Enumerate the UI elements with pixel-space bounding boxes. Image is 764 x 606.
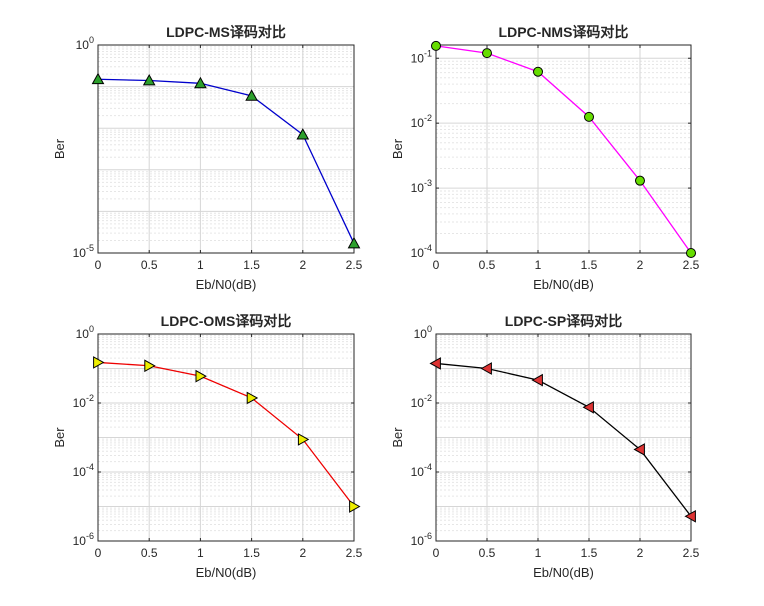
x-tick-label: 1.5 xyxy=(581,258,598,272)
x-tick-label: 1 xyxy=(535,258,542,272)
x-tick-label: 2.5 xyxy=(683,258,700,272)
grid xyxy=(97,333,355,542)
data-point xyxy=(531,373,543,387)
chart-title: LDPC-NMS译码对比 xyxy=(499,24,629,40)
chart-panel-3: 0 0.5 1 1.5 2 2.5 10-6 10-4 10-2 100 LDPC-OMS译码对比 E… xyxy=(52,313,363,580)
data-point xyxy=(482,48,492,59)
y-tick-label: 10-4 xyxy=(73,462,94,479)
data-point xyxy=(142,73,156,86)
data-point xyxy=(144,359,156,373)
data-point xyxy=(91,72,105,85)
series-line xyxy=(97,78,355,244)
y-tick-label: 10-3 xyxy=(411,178,432,195)
data-point xyxy=(584,111,594,122)
data-point xyxy=(245,89,258,101)
x-tick-label: 0.5 xyxy=(479,258,496,272)
x-tick-label: 2 xyxy=(637,546,644,560)
x-axis-label: Eb/N0(dB) xyxy=(533,565,594,580)
data-point xyxy=(633,443,645,456)
data-point xyxy=(533,66,543,77)
series-line xyxy=(97,361,355,507)
data-point xyxy=(480,362,492,375)
y-tick-label: 10-6 xyxy=(411,531,432,548)
x-tick-label: 1.5 xyxy=(581,546,598,560)
data-point xyxy=(429,357,441,370)
y-axis-label: Ber xyxy=(52,138,67,159)
y-axis-label: Ber xyxy=(390,138,405,159)
x-tick-label: 0.5 xyxy=(141,546,158,560)
x-tick-label: 0 xyxy=(433,546,440,560)
data-point xyxy=(431,40,441,51)
x-axis-label: Eb/N0(dB) xyxy=(533,277,594,292)
y-tick-label: 10-4 xyxy=(411,462,432,479)
series-line xyxy=(435,45,692,254)
x-tick-label: 1 xyxy=(535,546,542,560)
axes-box xyxy=(97,44,355,254)
axes-box xyxy=(435,44,692,254)
data-point xyxy=(686,248,696,258)
data-point xyxy=(347,236,361,249)
x-tick-label: 2.5 xyxy=(346,258,363,272)
y-tick-label: 10-2 xyxy=(411,113,432,130)
y-tick-label: 100 xyxy=(414,324,432,341)
y-tick-label: 10-5 xyxy=(73,243,94,260)
chart-panel-4: 0 0.5 1 1.5 2 2.5 10-6 10-4 10-2 100 LDPC-SP译码对比 Eb… xyxy=(390,313,700,580)
data-point xyxy=(194,76,207,89)
plot-area xyxy=(98,45,354,253)
x-tick-label: 0 xyxy=(95,546,102,560)
chart-panel-1: 0 0.5 1 1.5 2 2.5 10-5 100 LDPC-MS译码对比 Eb/N0(dB) B… xyxy=(52,24,363,292)
y-axis-label: Ber xyxy=(390,427,405,448)
data-point xyxy=(635,175,645,186)
data-point xyxy=(93,356,105,369)
y-tick-label: 10-2 xyxy=(411,393,432,410)
data-point xyxy=(296,128,310,140)
y-tick-label: 10-4 xyxy=(411,243,432,260)
data-point xyxy=(246,391,259,405)
x-tick-label: 2 xyxy=(637,258,644,272)
axes-box xyxy=(435,333,692,542)
chart-title: LDPC-SP译码对比 xyxy=(505,313,622,329)
data-point xyxy=(582,400,594,414)
x-tick-label: 1.5 xyxy=(243,258,260,272)
axes-box xyxy=(97,333,355,542)
y-tick-label: 100 xyxy=(76,324,94,341)
data-point xyxy=(195,369,207,383)
series-line xyxy=(435,362,692,517)
chart-panel-2: 0 0.5 1 1.5 2 2.5 10-4 10-3 10-2 10-1 LDPC-NMS译码对比… xyxy=(390,24,700,292)
chart-title: LDPC-OMS译码对比 xyxy=(161,313,292,329)
x-tick-label: 1 xyxy=(197,258,204,272)
x-tick-label: 0.5 xyxy=(479,546,496,560)
x-tick-label: 0 xyxy=(95,258,102,272)
x-tick-label: 2 xyxy=(299,258,306,272)
x-tick-label: 2 xyxy=(299,546,306,560)
data-point xyxy=(684,509,696,523)
x-tick-label: 2.5 xyxy=(346,546,363,560)
x-tick-label: 0 xyxy=(433,258,440,272)
x-tick-label: 2.5 xyxy=(683,546,700,560)
x-tick-label: 1 xyxy=(197,546,204,560)
x-tick-label: 0.5 xyxy=(141,258,158,272)
y-tick-label: 10-1 xyxy=(411,48,432,65)
y-axis-label: Ber xyxy=(52,427,67,448)
chart-title: LDPC-MS译码对比 xyxy=(166,24,286,40)
y-tick-label: 10-2 xyxy=(73,393,94,410)
x-axis-label: Eb/N0(dB) xyxy=(196,565,257,580)
x-tick-label: 1.5 xyxy=(243,546,260,560)
x-axis-label: Eb/N0(dB) xyxy=(196,277,257,292)
y-tick-label: 100 xyxy=(76,35,94,52)
y-tick-label: 10-6 xyxy=(73,531,94,548)
data-point xyxy=(297,433,310,446)
data-point xyxy=(349,500,361,513)
